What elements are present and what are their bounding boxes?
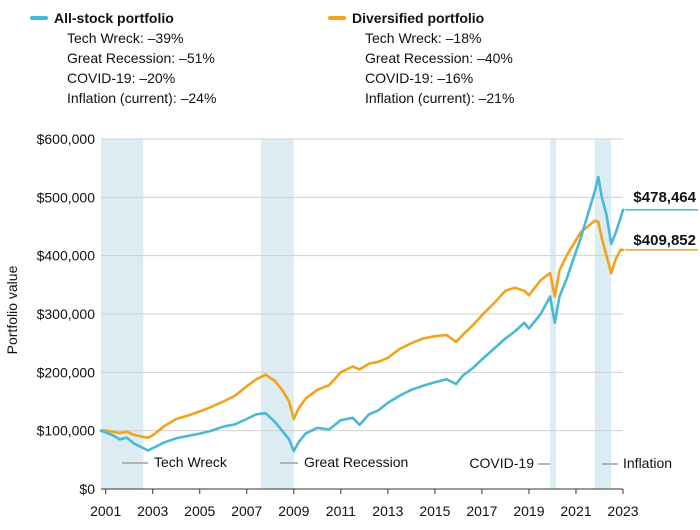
legend-all-stock-covid: COVID-19: –20% [67,70,176,86]
period-label-tech-wreck: Tech Wreck [154,454,228,470]
legend-diversified-great-recession: Great Recession: –40% [365,50,513,66]
series-line-diversified-portfolio [99,219,625,439]
end-labels: $478,464 $409,852 [625,189,698,251]
end-label-diversified: $409,852 [633,232,696,249]
legend-diversified: Diversified portfolio Tech Wreck: –18% G… [328,8,514,108]
period-labels: Tech Wreck Great Recession COVID-19 Inflati… [122,454,672,471]
legend-all-stock: All-stock portfolio Tech Wreck: –39% Gre… [30,8,216,108]
legend-diversified-covid: COVID-19: –16% [365,70,474,86]
x-tick-label: 2003 [137,503,168,519]
y-tick-label: $500,000 [37,189,96,205]
legend-all-stock-inflation: Inflation (current): –24% [67,90,217,106]
x-tick-label: 2013 [372,503,403,519]
y-tick-label: $200,000 [37,364,96,380]
x-axis: 2001 2003 2005 2007 2009 2011 2013 2015 2017 2019… [90,489,639,519]
x-tick-label: 2011 [326,503,356,519]
y-tick-label: $100,000 [37,423,96,439]
x-tick-label: 2005 [184,503,215,519]
y-axis-title: Portfolio value [4,265,20,354]
y-tick-label: $600,000 [37,131,96,147]
legend-all-stock-swatch [30,16,48,20]
series-line-all-stock-portfolio [99,175,625,453]
gridlines [101,138,623,490]
legend-all-stock-great-recession: Great Recession: –51% [67,50,215,66]
x-tick-label: 2007 [231,503,262,519]
period-label-great-recession: Great Recession [304,454,408,470]
legend-diversified-title: Diversified portfolio [328,8,514,28]
y-tick-label: $400,000 [37,248,96,264]
legend-diversified-swatch [328,16,346,20]
x-tick-label: 2015 [419,503,450,519]
period-label-covid-19: COVID-19 [469,455,534,471]
x-tick-label: 2001 [90,503,121,519]
legend-all-stock-tech-wreck: Tech Wreck: –39% [67,30,184,46]
x-tick-label: 2023 [607,503,638,519]
x-tick-label: 2021 [560,503,591,519]
legend-diversified-inflation: Inflation (current): –21% [365,90,515,106]
legend-all-stock-title: All-stock portfolio [30,8,216,28]
y-tick-label: $0 [79,481,95,497]
period-label-inflation: Inflation [623,455,672,471]
legend-diversified-label: Diversified portfolio [352,10,485,26]
y-axis: $0 $100,000 $200,000 $300,000 $400,000 $500,0… [37,131,96,497]
end-label-stock: $478,464 [633,189,696,206]
y-tick-label: $300,000 [37,306,96,322]
x-tick-label: 2019 [513,503,544,519]
x-tick-label: 2009 [278,503,309,519]
legend-all-stock-label: All-stock portfolio [54,10,174,26]
legend-diversified-tech-wreck: Tech Wreck: –18% [365,30,482,46]
x-tick-label: 2017 [466,503,497,519]
series-lines [99,175,625,453]
